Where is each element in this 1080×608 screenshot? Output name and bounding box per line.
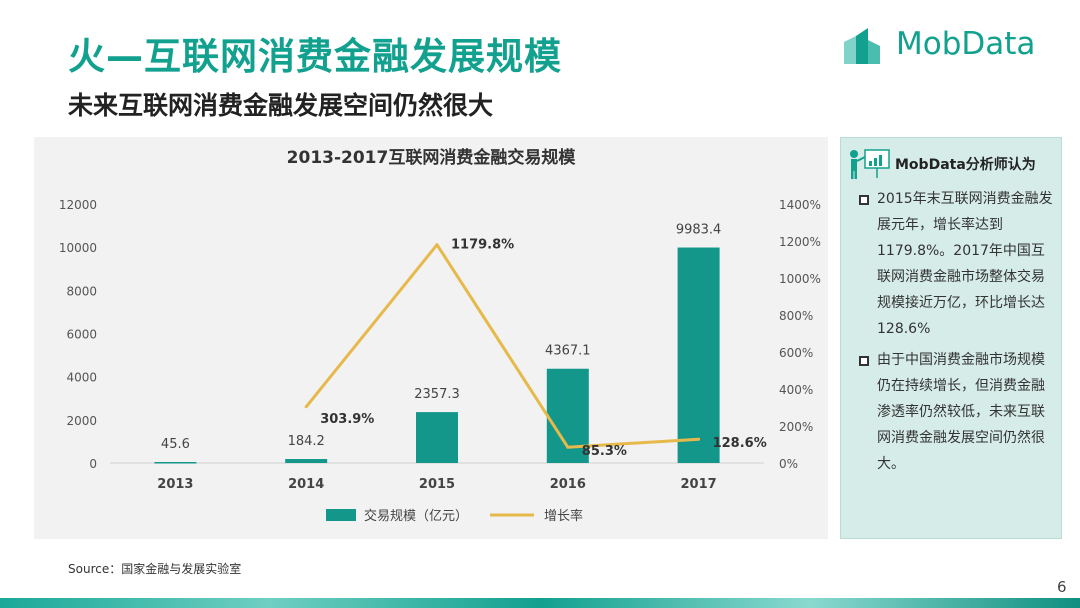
bar-value-label: 9983.4 bbox=[676, 223, 722, 238]
page-subtitle: 未来互联网消费金融发展空间仍然很大 bbox=[68, 91, 494, 120]
bar bbox=[677, 247, 720, 463]
x-tick-label: 2014 bbox=[288, 477, 324, 492]
chart-panel: 2013-2017互联网消费金融交易规模 0 2000 4000 6000 8000 100… bbox=[34, 137, 828, 539]
bar-value-label: 45.6 bbox=[161, 437, 190, 452]
bar-value-label: 184.2 bbox=[288, 434, 325, 449]
legend-bar-swatch bbox=[326, 509, 356, 521]
bullet-icon bbox=[859, 195, 869, 205]
y-right-tick-label: 400% bbox=[779, 383, 813, 397]
x-tick-label: 2016 bbox=[550, 477, 586, 492]
growth-rate-point bbox=[566, 445, 570, 449]
x-tick-label: 2013 bbox=[157, 477, 193, 492]
growth-rate-label: 1179.8% bbox=[451, 238, 514, 253]
bullet-icon bbox=[859, 356, 869, 366]
growth-rate-label: 128.6% bbox=[713, 436, 767, 451]
bar-value-label: 4367.1 bbox=[545, 344, 591, 359]
bar bbox=[285, 459, 328, 463]
analyst-panel: MobData分析师认为 2015年末互联网消费金融发展元年，增长率达到1179… bbox=[840, 137, 1062, 539]
y-right-tick-label: 800% bbox=[779, 309, 813, 323]
analyst-point-1: 2015年末互联网消费金融发展元年，增长率达到1179.8%。2017年中国互联… bbox=[877, 191, 1053, 337]
legend-line-label: 增长率 bbox=[544, 508, 583, 524]
y-right-tick-label: 1000% bbox=[779, 272, 821, 286]
growth-rate-line bbox=[305, 243, 699, 449]
legend-bar-label: 交易规模（亿元） bbox=[364, 508, 468, 524]
growth-rate-label: 303.9% bbox=[320, 412, 374, 427]
growth-rate-point bbox=[697, 437, 701, 441]
source-note: Source：国家金融与发展实验室 bbox=[68, 562, 242, 576]
brand-logo: MobData bbox=[842, 22, 1052, 68]
y-left-tick-label: 2000 bbox=[66, 414, 97, 428]
x-tick-label: 2015 bbox=[419, 477, 455, 492]
y-right-tick-label: 1400% bbox=[779, 198, 821, 212]
bottom-decorative-bar bbox=[0, 598, 1080, 608]
y-left-tick-label: 12000 bbox=[59, 198, 97, 212]
analyst-presentation-icon bbox=[850, 149, 890, 179]
analyst-title: MobData分析师认为 bbox=[895, 157, 1036, 173]
y-left-tick-label: 8000 bbox=[66, 284, 97, 298]
y-left-tick-label: 0 bbox=[89, 457, 97, 471]
x-tick-label: 2017 bbox=[681, 477, 717, 492]
y-right-tick-label: 0% bbox=[779, 457, 798, 471]
bar bbox=[416, 412, 458, 463]
transaction-scale-chart: 2013-2017互联网消费金融交易规模 0 2000 4000 6000 8000 100… bbox=[59, 147, 821, 524]
bar-value-label: 2357.3 bbox=[414, 387, 460, 402]
bar bbox=[154, 462, 197, 464]
brand-name: MobData bbox=[896, 26, 1036, 62]
page-number: 6 bbox=[1057, 578, 1067, 596]
y-left-tick-label: 6000 bbox=[66, 328, 97, 342]
y-left-tick-label: 4000 bbox=[66, 371, 97, 385]
page-title: 火—互联网消费金融发展规模 bbox=[68, 35, 562, 78]
y-left-tick-label: 10000 bbox=[59, 241, 97, 255]
analyst-point-2: 由于中国消费金融市场规模仍在持续增长，但消费金融渗透率仍然较低，未来互联网消费金… bbox=[877, 352, 1045, 472]
growth-rate-point bbox=[304, 405, 308, 409]
y-right-tick-label: 600% bbox=[779, 346, 813, 360]
y-right-tick-label: 200% bbox=[779, 420, 813, 434]
growth-rate-point bbox=[435, 243, 439, 247]
growth-rate-label: 85.3% bbox=[582, 444, 627, 459]
y-right-tick-label: 1200% bbox=[779, 235, 821, 249]
chart-title: 2013-2017互联网消费金融交易规模 bbox=[287, 147, 577, 168]
mobdata-logo-icon bbox=[844, 28, 880, 64]
